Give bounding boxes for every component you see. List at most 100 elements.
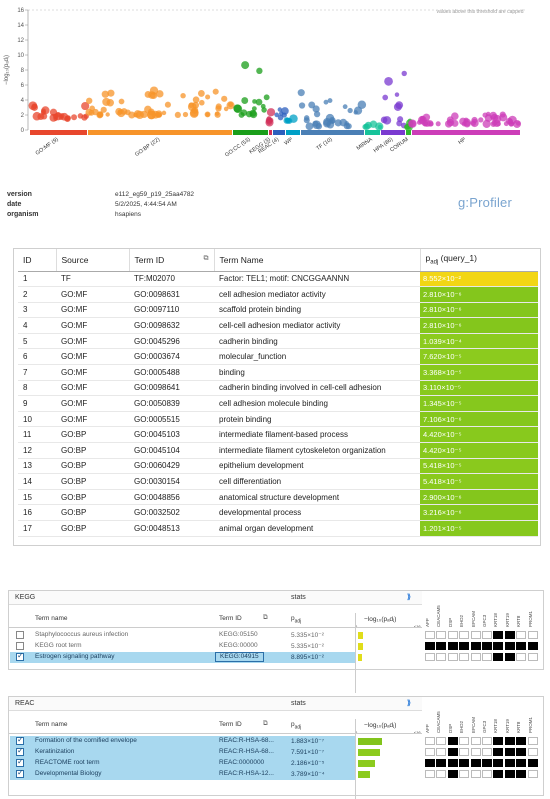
data-point[interactable] (197, 90, 205, 97)
data-point[interactable] (289, 114, 298, 123)
col-term-name-header[interactable]: Term Name (214, 249, 421, 272)
row-checkbox[interactable] (16, 768, 24, 778)
data-point[interactable] (305, 122, 314, 131)
data-point[interactable] (327, 98, 333, 104)
data-point[interactable] (192, 96, 200, 104)
col-term-id[interactable]: Term ID (219, 615, 242, 622)
data-point[interactable] (204, 111, 211, 118)
data-point[interactable] (382, 116, 392, 125)
table-row[interactable]: 12 GO:BP GO:0045104 intermediate filament c… (18, 442, 538, 459)
data-point[interactable] (285, 117, 291, 123)
data-point[interactable] (198, 99, 205, 106)
col-log[interactable]: −log₁₀(pₐdⱼ) (364, 616, 397, 623)
table-row[interactable]: 7 GO:MF GO:0005488 binding 3.368×10⁻⁵ (18, 364, 538, 381)
data-point[interactable] (174, 111, 181, 118)
data-point[interactable] (313, 110, 321, 118)
data-point[interactable] (52, 113, 59, 120)
data-point[interactable] (144, 91, 152, 98)
data-point[interactable] (89, 105, 95, 112)
row-checkbox[interactable] (16, 735, 24, 745)
row-term-id[interactable]: REAC:0000000 (219, 759, 265, 766)
row-checkbox[interactable] (16, 631, 24, 639)
data-point[interactable] (81, 114, 88, 121)
data-point[interactable] (423, 119, 431, 127)
data-point[interactable] (105, 112, 110, 117)
data-point[interactable] (382, 94, 389, 101)
data-point[interactable] (419, 115, 426, 122)
row-term-id[interactable]: REAC:R-HSA-68... (219, 737, 274, 744)
data-point[interactable] (187, 102, 197, 112)
row-checkbox[interactable] (16, 757, 24, 767)
data-point[interactable] (228, 101, 234, 108)
table-row[interactable]: 4 GO:MF GO:0098632 cell-cell adhesion media… (18, 317, 538, 334)
data-point[interactable] (312, 105, 320, 113)
data-point[interactable] (347, 107, 353, 114)
col-padj-header[interactable]: padj (query_1) (420, 249, 538, 272)
table-row[interactable]: 3 GO:MF GO:0097110 scaffold protein binding… (18, 302, 538, 319)
col-term-name[interactable]: Term name (35, 615, 68, 622)
data-point[interactable] (401, 70, 407, 77)
data-point[interactable] (241, 97, 249, 104)
col-padj[interactable]: padj (291, 615, 301, 624)
data-point[interactable] (241, 61, 250, 70)
row-term-id[interactable]: REAC:R-HSA-68... (219, 748, 274, 755)
copy-icon[interactable]: ⧉ (263, 720, 268, 727)
table-row[interactable]: 13 GO:BP GO:0060429 epithelium development 5… (18, 458, 538, 475)
data-point[interactable] (133, 110, 142, 118)
data-point[interactable] (394, 92, 400, 97)
data-point[interactable] (478, 117, 484, 123)
row-checkbox[interactable] (16, 746, 24, 756)
data-point[interactable] (107, 89, 115, 97)
data-point[interactable] (102, 97, 111, 106)
table-row[interactable]: 6 GO:MF GO:0003674 molecular_function 7.620×… (18, 348, 538, 366)
data-point[interactable] (255, 98, 263, 106)
data-point[interactable] (41, 106, 50, 115)
row-term-id[interactable]: KEGG:05150 (219, 631, 258, 638)
table-row[interactable]: 2 GO:MF GO:0098631 cell adhesion mediator a… (18, 286, 538, 303)
data-point[interactable] (303, 115, 310, 121)
data-point[interactable] (277, 114, 284, 121)
copy-icon[interactable]: ⧉ (203, 254, 209, 262)
data-point[interactable] (101, 90, 109, 98)
data-point[interactable] (312, 120, 321, 130)
data-point[interactable] (161, 110, 167, 116)
data-point[interactable] (375, 122, 384, 131)
row-term-name[interactable]: Formation of the cornified envelope (35, 737, 137, 744)
row-term-name[interactable]: Estrogen signaling pathway (35, 653, 115, 660)
data-point[interactable] (364, 123, 369, 128)
table-row[interactable]: 17 GO:BP GO:0048513 animal organ developmen… (18, 520, 538, 537)
data-point[interactable] (482, 119, 491, 128)
data-point[interactable] (97, 111, 103, 117)
row-term-name[interactable]: KEGG root term (35, 642, 82, 649)
data-point[interactable] (384, 76, 393, 86)
data-point[interactable] (182, 111, 189, 118)
data-point[interactable] (212, 88, 219, 95)
data-point[interactable] (490, 113, 499, 122)
table-row[interactable]: 9 GO:MF GO:0050839 cell adhesion molecule b… (18, 395, 538, 412)
data-point[interactable] (490, 121, 497, 127)
table-row[interactable]: 1 TF TF:M02070 Factor: TEL1; motif: CNCGGAA… (18, 271, 538, 288)
row-term-name[interactable]: Developmental Biology (35, 770, 102, 777)
data-point[interactable] (393, 102, 402, 111)
data-point[interactable] (164, 101, 171, 108)
data-point[interactable] (435, 121, 441, 127)
expand-icon[interactable]: ⟫ (407, 594, 411, 601)
row-term-name[interactable]: Staphylococcus aureus infection (35, 631, 129, 638)
data-point[interactable] (240, 109, 248, 117)
row-term-id[interactable]: KEGG:04915 (215, 652, 264, 662)
data-point[interactable] (499, 113, 508, 122)
data-point[interactable] (416, 119, 422, 125)
data-point[interactable] (252, 99, 257, 104)
data-point[interactable] (503, 121, 509, 127)
data-point[interactable] (396, 120, 403, 127)
data-point[interactable] (277, 107, 283, 112)
data-point[interactable] (86, 97, 93, 104)
row-checkbox[interactable] (16, 651, 24, 661)
data-point[interactable] (64, 115, 70, 122)
data-point[interactable] (249, 109, 257, 117)
data-point[interactable] (221, 95, 228, 102)
data-point[interactable] (214, 111, 221, 118)
data-point[interactable] (508, 115, 517, 125)
data-point[interactable] (470, 120, 477, 126)
table-row[interactable]: 11 GO:BP GO:0045103 intermediate filament-b… (18, 426, 538, 444)
